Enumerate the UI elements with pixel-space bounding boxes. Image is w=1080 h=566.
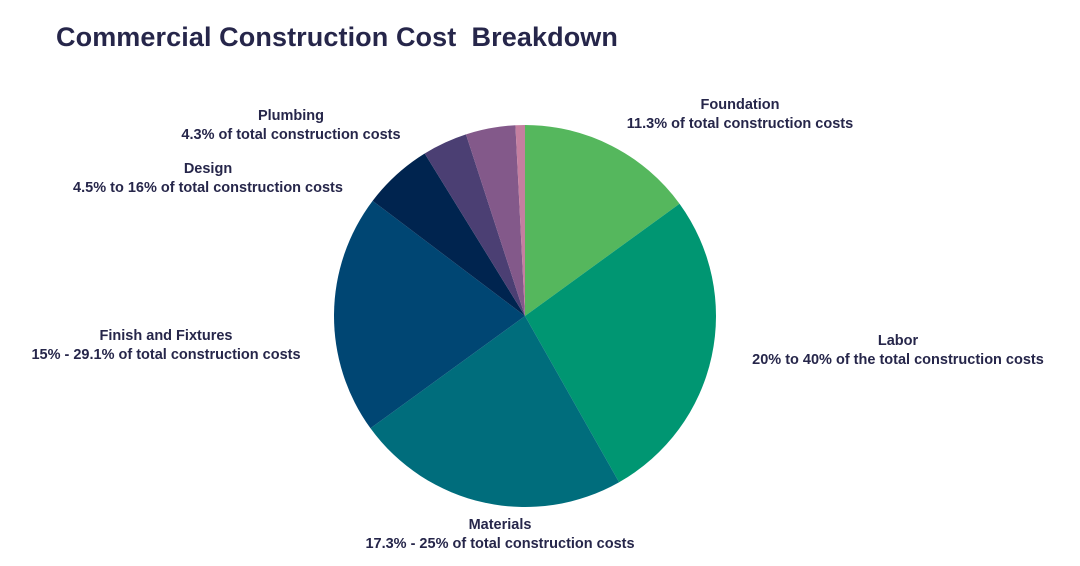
pie-slice-finish-and-fixtures [333, 200, 525, 429]
label-design-name: Design [183, 161, 233, 177]
label-materials: Materials 17.3% - 25% of total construct… [350, 516, 650, 554]
label-labor: Labor 20% to 40% of the total constructi… [733, 332, 1063, 370]
pie-slice-foundation [525, 125, 680, 316]
pie-slice-labor [525, 203, 717, 483]
label-plumbing-name: Plumbing [257, 108, 325, 124]
label-foundation-detail: 11.3% of total construction costs [626, 116, 854, 132]
label-plumbing-detail: 4.3% of total construction costs [181, 127, 401, 143]
label-plumbing: Plumbing 4.3% of total construction cost… [166, 107, 416, 145]
label-labor-detail: 20% to 40% of the total construction cos… [752, 352, 1044, 368]
label-finish-name: Finish and Fixtures [99, 328, 233, 344]
pie-slice-plumbing [465, 125, 525, 317]
label-labor-name: Labor [877, 333, 919, 349]
label-materials-name: Materials [468, 517, 532, 533]
pie-slice-materials [370, 316, 620, 508]
pie-slice-design [372, 153, 525, 316]
label-finish-and-fixtures: Finish and Fixtures 15% - 29.1% of total… [16, 327, 316, 365]
label-design-detail: 4.5% to 16% of total construction costs [73, 180, 343, 196]
pie-slice-unlabeled-5 [424, 134, 525, 316]
chart-title: Commercial Construction Cost Breakdown [56, 22, 618, 52]
label-materials-detail: 17.3% - 25% of total construction costs [365, 536, 635, 552]
label-finish-detail: 15% - 29.1% of total construction costs [31, 347, 301, 363]
label-design: Design 4.5% to 16% of total construction… [58, 160, 358, 198]
pie-slice-unlabeled-7 [515, 125, 525, 316]
label-foundation-name: Foundation [700, 97, 780, 113]
label-foundation: Foundation 11.3% of total construction c… [615, 96, 865, 134]
